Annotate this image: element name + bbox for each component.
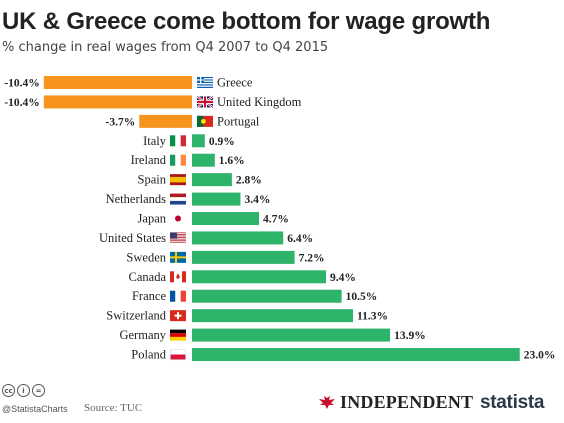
value-label-spain: 2.8%	[236, 175, 262, 187]
value-label-portugal: -3.7%	[106, 116, 136, 128]
sweden-flag-icon	[170, 251, 186, 263]
bar-chart: -10.4% Greece -10.4% United Kingdom -3.7% Por…	[4, 76, 556, 362]
value-label-italy: 0.9%	[209, 136, 235, 148]
poland-flag-icon	[170, 349, 187, 361]
bar-germany	[192, 328, 391, 342]
chart-subtitle: % change in real wages from Q4 2007 to Q…	[2, 40, 329, 55]
portugal-flag-icon	[197, 115, 213, 127]
value-label-greece: -10.4%	[4, 78, 39, 90]
value-label-switzerland: 11.3%	[357, 311, 388, 323]
attribution-icon: i	[17, 384, 30, 397]
bar-france	[192, 289, 342, 303]
independent-logo: INDEPENDENT	[318, 392, 473, 413]
value-label-ireland: 1.6%	[219, 155, 245, 167]
value-label-uk: -10.4%	[4, 97, 39, 109]
usa-flag-icon	[170, 232, 186, 244]
bar-uk	[43, 95, 192, 109]
category-label-greece: Greece	[217, 76, 253, 90]
bar-canada	[192, 270, 326, 284]
bar-poland	[192, 348, 520, 362]
category-label-ireland: Ireland	[131, 153, 167, 167]
category-label-italy: Italy	[143, 134, 167, 148]
source-note: Source: TUC	[84, 402, 143, 414]
category-label-germany: Germany	[119, 328, 166, 342]
spain-flag-icon	[170, 174, 186, 186]
category-label-usa: United States	[99, 231, 166, 245]
category-label-france: France	[132, 289, 166, 303]
category-label-canada: Canada	[129, 270, 167, 284]
uk-flag-icon	[196, 95, 214, 109]
france-flag-icon	[170, 290, 186, 302]
canada-flag-icon	[170, 271, 186, 283]
license-icons: cc i =	[2, 384, 45, 397]
germany-flag-icon	[170, 329, 186, 341]
category-label-poland: Poland	[131, 348, 166, 362]
bar-italy	[192, 134, 205, 148]
value-label-canada: 9.4%	[330, 272, 356, 284]
value-label-japan: 4.7%	[263, 214, 289, 226]
category-label-japan: Japan	[138, 212, 167, 226]
category-label-portugal: Portugal	[217, 114, 260, 128]
bar-spain	[192, 173, 232, 187]
value-label-france: 10.5%	[346, 291, 378, 303]
value-label-germany: 13.9%	[394, 330, 426, 342]
category-label-netherlands: Netherlands	[106, 192, 167, 206]
twitter-handle: @StatistaCharts	[2, 404, 68, 414]
greece-flag-icon	[197, 77, 213, 88]
category-label-switzerland: Switzerland	[106, 309, 166, 323]
ireland-flag-icon	[170, 154, 186, 166]
category-label-uk: United Kingdom	[217, 95, 302, 109]
netherlands-flag-icon	[170, 193, 186, 205]
bar-greece	[43, 76, 192, 89]
value-label-poland: 23.0%	[524, 350, 556, 362]
value-label-netherlands: 3.4%	[244, 194, 270, 206]
bar-usa	[192, 231, 284, 245]
japan-flag-icon	[170, 213, 186, 225]
bar-sweden	[192, 250, 295, 264]
no-derivatives-icon: =	[32, 384, 45, 397]
chart-title: UK & Greece come bottom for wage growth	[2, 8, 491, 35]
statista-logo: statista	[480, 392, 545, 413]
category-label-spain: Spain	[138, 173, 167, 187]
value-label-sweden: 7.2%	[299, 252, 325, 264]
eagle-icon	[319, 395, 335, 409]
creative-commons-icon: cc	[2, 384, 15, 397]
bar-switzerland	[192, 309, 354, 323]
bar-ireland	[192, 153, 215, 167]
independent-wordmark: INDEPENDENT	[340, 392, 474, 412]
switzerland-flag-icon	[170, 310, 186, 322]
italy-flag-icon	[170, 135, 186, 147]
bar-portugal	[139, 114, 192, 128]
bar-japan	[192, 212, 259, 226]
value-label-usa: 6.4%	[287, 233, 313, 245]
bar-netherlands	[192, 192, 241, 206]
category-label-sweden: Sweden	[126, 250, 166, 264]
